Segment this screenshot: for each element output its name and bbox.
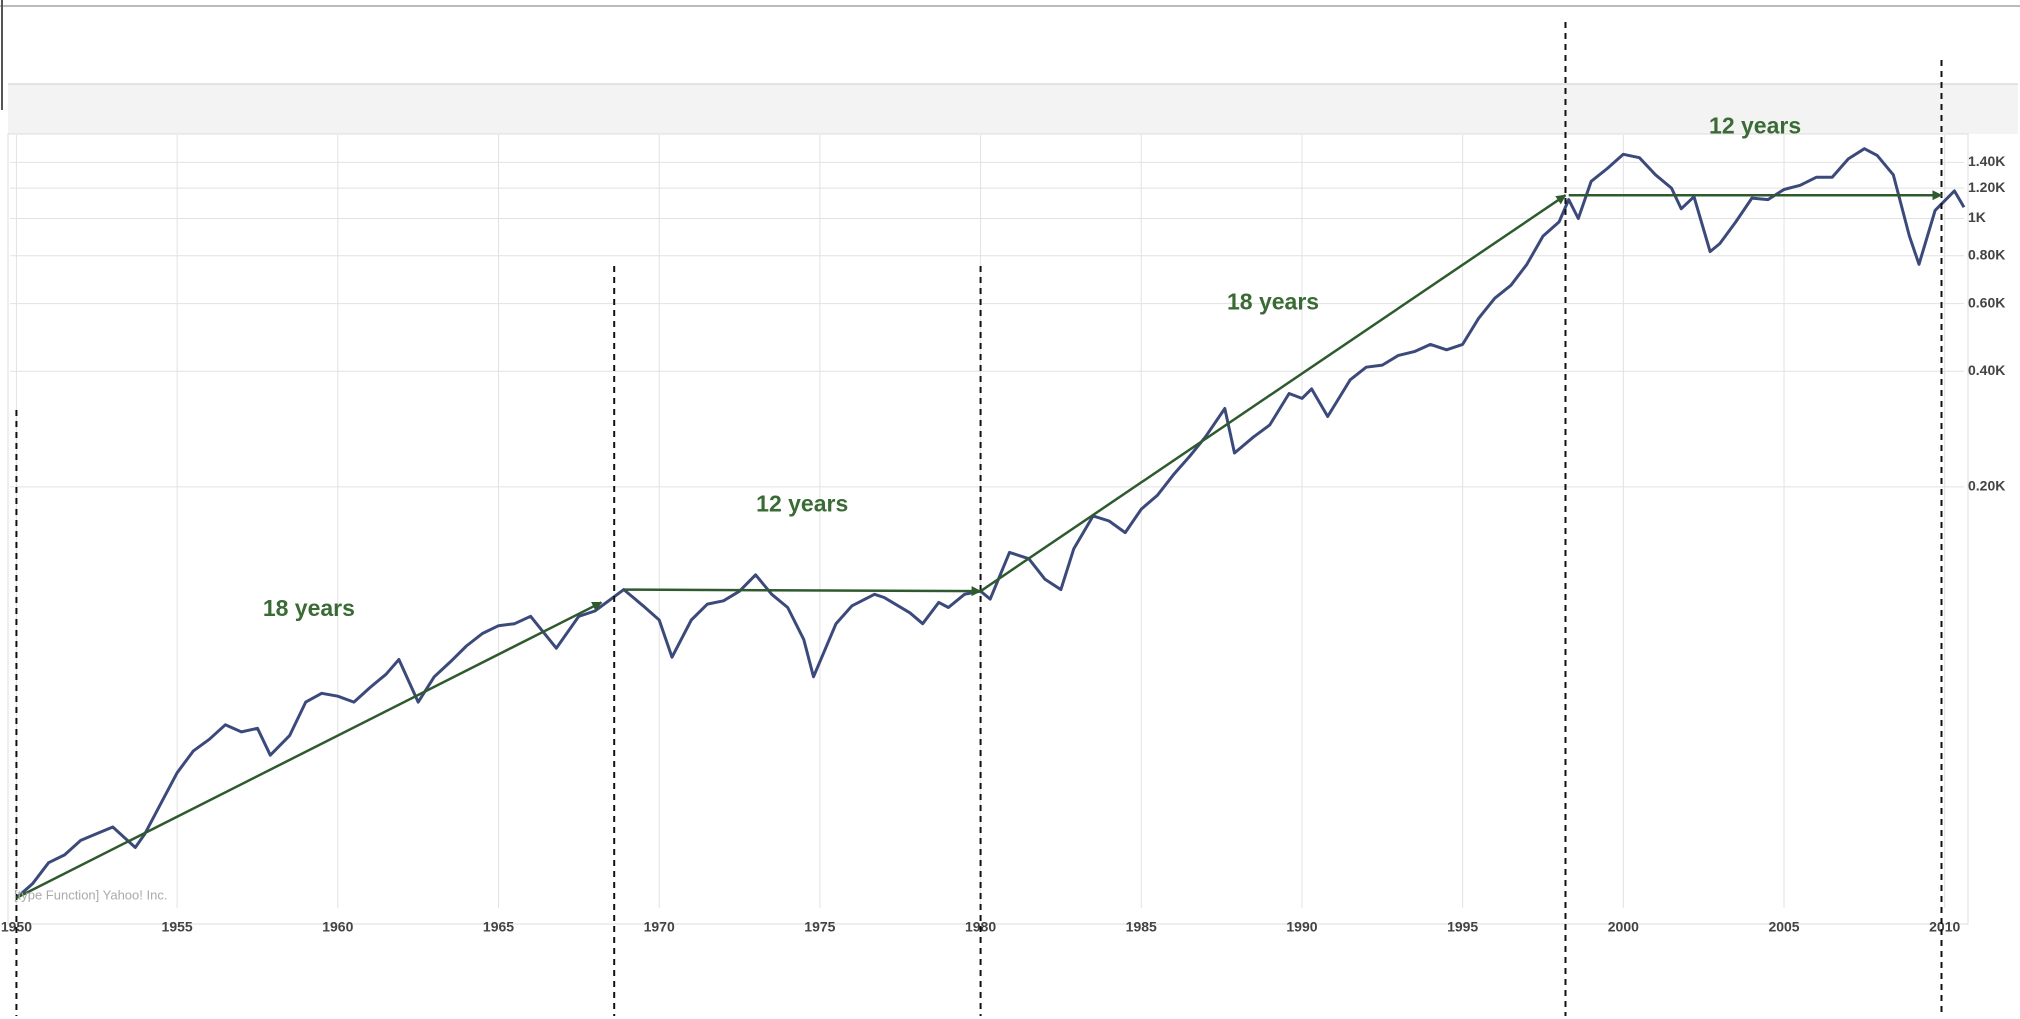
y-tick-label: 1.20K (1968, 179, 2005, 195)
y-tick-label: 0.40K (1968, 362, 2005, 378)
x-tick-label: 1985 (1126, 919, 1157, 935)
x-tick-label: 1965 (483, 919, 514, 935)
period-label: 18 years (263, 595, 355, 621)
y-tick-label: 1.40K (1968, 153, 2005, 169)
x-tick-label: 2000 (1608, 919, 1639, 935)
x-tick-label: 2005 (1768, 919, 1799, 935)
period-label: 12 years (1709, 112, 1801, 138)
toolbar-band (8, 84, 2018, 134)
x-tick-label: 1970 (644, 919, 675, 935)
x-tick-label: 2010 (1929, 919, 1960, 935)
x-tick-label: 1950 (1, 919, 32, 935)
trend-arrow (623, 586, 982, 597)
x-tick-label: 1995 (1447, 919, 1478, 935)
y-tick-label: 0.20K (1968, 478, 2005, 494)
x-tick-label: 1975 (804, 919, 835, 935)
x-tick-label: 1990 (1286, 919, 1317, 935)
trend-arrow (15, 601, 603, 900)
layer: 1950195519601965197019751980198519901995… (1, 22, 2005, 1016)
trend-arrow (979, 194, 1567, 593)
period-label: 12 years (756, 490, 848, 516)
x-tick-label: 1955 (162, 919, 193, 935)
source-watermark: [type Function] Yahoo! Inc. (14, 887, 167, 902)
y-tick-label: 1K (1968, 209, 1986, 225)
period-label: 18 years (1227, 288, 1319, 314)
y-tick-label: 0.80K (1968, 246, 2005, 262)
plot-area (7, 133, 1969, 925)
x-tick-label: 1960 (322, 919, 353, 935)
y-tick-label: 0.60K (1968, 294, 2005, 310)
